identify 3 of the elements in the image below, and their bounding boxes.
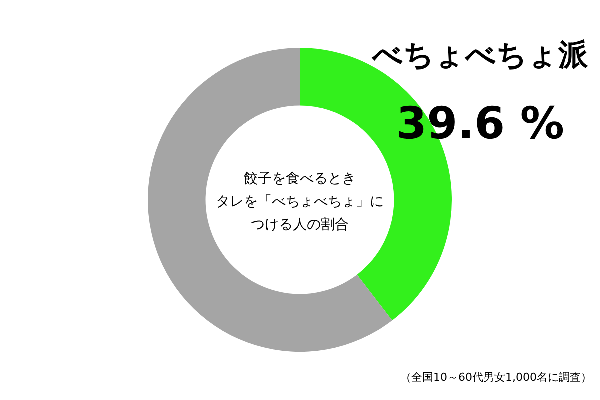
slice-label: べちょべちょ派 [371, 38, 590, 74]
text: 餃子を食べるときタレを「べちょべちょ」につける人の割合 [215, 170, 385, 235]
text: （全国10～60代男女1,000名に調査） [400, 370, 592, 385]
